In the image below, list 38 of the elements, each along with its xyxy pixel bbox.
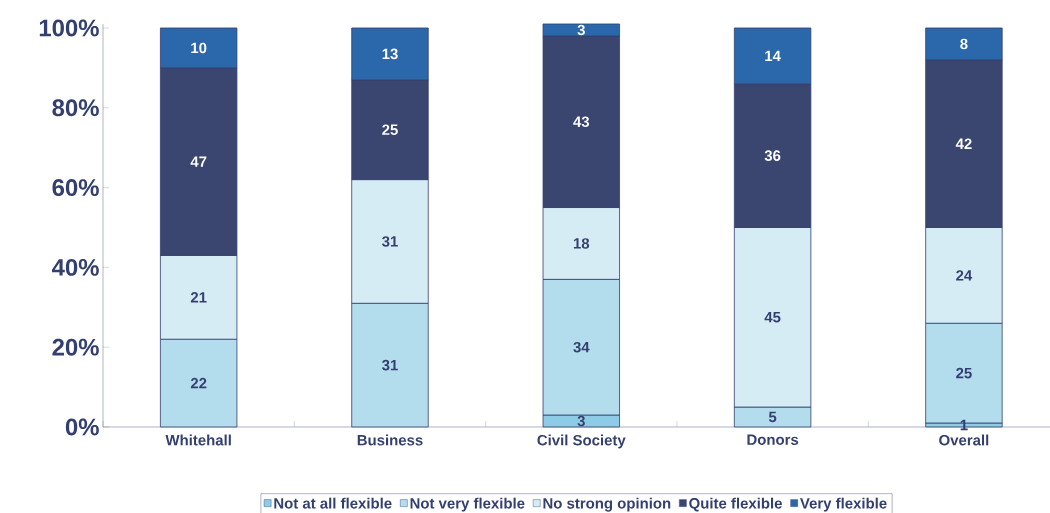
data-label: 5 — [768, 411, 777, 423]
data-label: 43 — [573, 116, 590, 128]
y-tick-label: 20% — [52, 338, 99, 356]
y-tick-label: 60% — [52, 179, 99, 197]
legend-label: No strong opinion — [543, 497, 671, 512]
data-label: 24 — [956, 270, 973, 281]
y-tick-label: 40% — [51, 258, 99, 276]
x-tick-label: Civil Society — [537, 434, 626, 449]
y-tick-label: 100% — [39, 19, 99, 37]
x-tick-label: Whitehall — [165, 434, 231, 446]
legend-label: Quite flexible — [689, 497, 782, 512]
data-label: 21 — [190, 292, 207, 303]
data-label: 3 — [577, 24, 585, 36]
y-tick-label: 0% — [65, 418, 99, 436]
x-tick-label: Overall — [939, 434, 989, 446]
data-label: 47 — [190, 156, 207, 167]
legend-label: Not very flexible — [410, 497, 525, 512]
data-label: 1 — [960, 419, 968, 431]
y-tick-label: 80% — [52, 99, 99, 117]
data-label: 22 — [190, 377, 207, 389]
data-label: 8 — [960, 38, 968, 50]
data-label: 34 — [573, 341, 590, 353]
data-label: 13 — [382, 48, 398, 60]
data-label: 25 — [956, 367, 972, 379]
data-label: 31 — [382, 236, 398, 247]
data-label: 18 — [573, 238, 590, 249]
legend-label: Very flexible — [800, 497, 887, 512]
data-label: 31 — [382, 359, 398, 371]
data-label: 10 — [191, 42, 207, 54]
data-label: 25 — [382, 124, 398, 136]
x-tick-label: Donors — [747, 434, 799, 445]
data-label: 42 — [955, 138, 972, 149]
data-label: 3 — [577, 415, 585, 427]
data-label: 45 — [764, 312, 781, 323]
x-tick-label: Business — [357, 434, 423, 446]
data-label: 14 — [765, 50, 781, 62]
legend-label: Not at all flexible — [274, 497, 392, 509]
data-label: 36 — [764, 150, 781, 161]
